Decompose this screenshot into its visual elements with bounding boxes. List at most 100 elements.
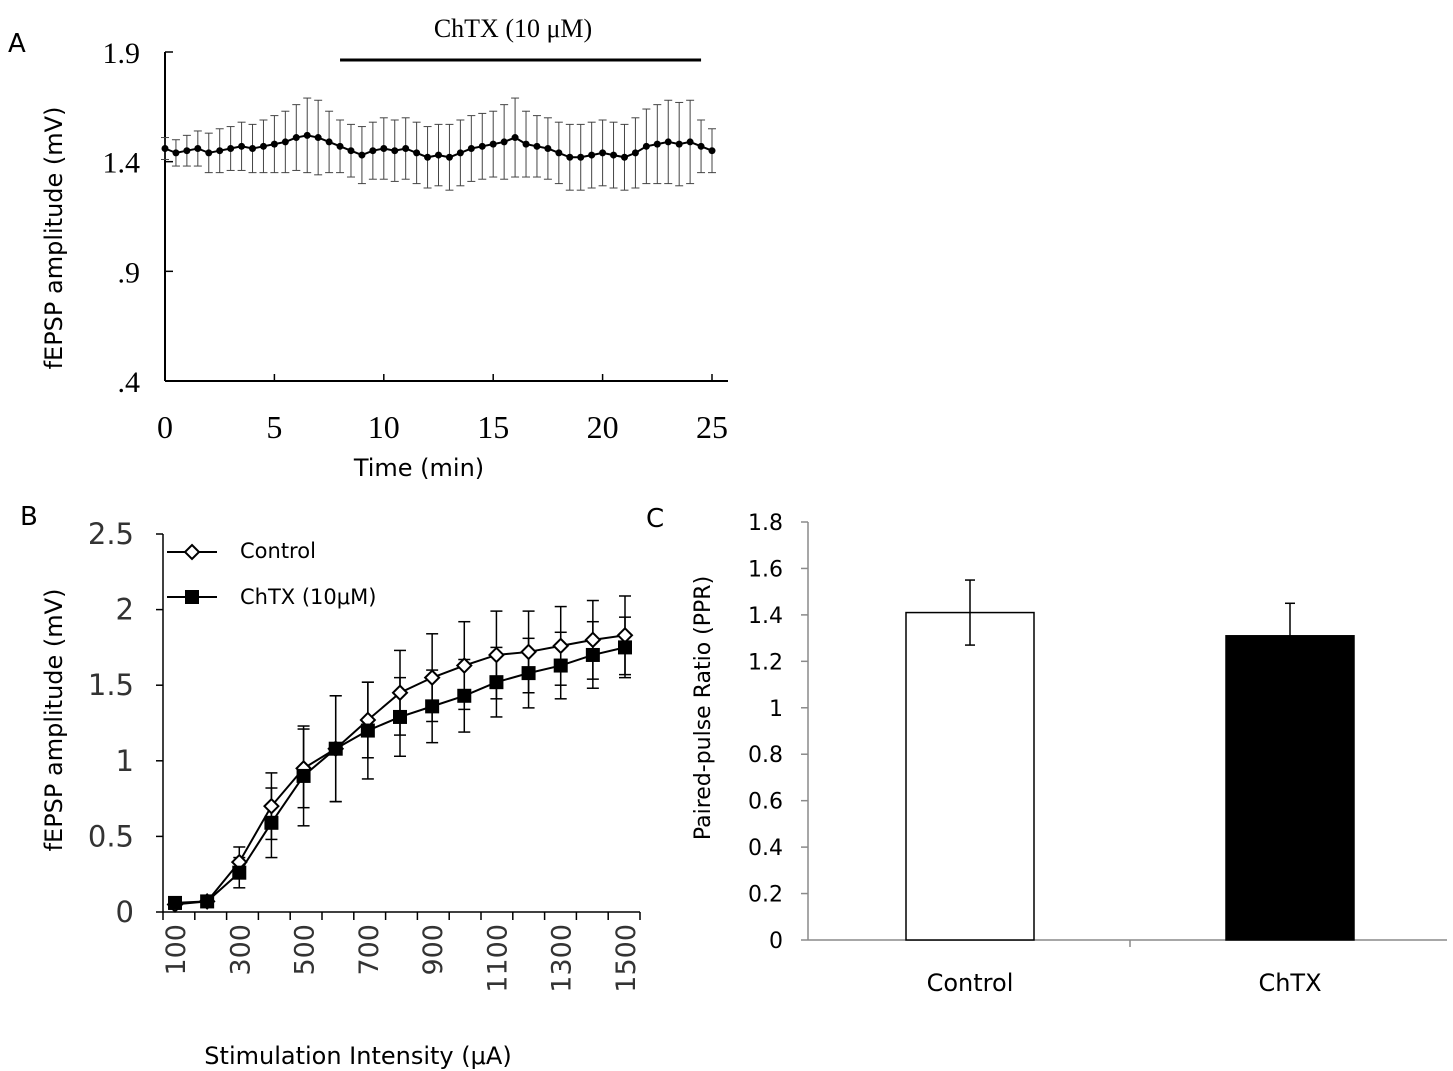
panel-a-y-axis-label: fEPSP amplitude (mV) (40, 107, 68, 370)
control-bar (905, 611, 1035, 941)
panel-b-x-tick-label: 900 (418, 924, 449, 976)
panel-a-data-point (161, 145, 169, 153)
legend-control-label: Control (240, 539, 316, 563)
panel-a-data-point (500, 138, 508, 146)
panel-b-x-axis-label: Stimulation Intensity (μA) (204, 1042, 511, 1070)
control-data-point (584, 631, 602, 649)
panel-c-category-label: ChTX (1258, 969, 1321, 997)
chtx-data-point (425, 699, 440, 714)
panel-a-x-tick-label: 10 (368, 409, 400, 445)
panel-b-y-tick-label: 1.5 (88, 668, 134, 702)
control-data-point (391, 684, 409, 702)
panel-a-data-point (380, 145, 388, 153)
panel-a-data-point (216, 147, 224, 155)
panel-a-data-point (347, 147, 355, 155)
panel-a-data-point (424, 153, 432, 161)
chtx-data-point (618, 640, 632, 655)
panel-a-data-point (620, 153, 628, 161)
panel-a-x-tick-label: 25 (696, 409, 728, 445)
chtx-data-point (328, 741, 343, 756)
panel-a-data-point (369, 147, 377, 155)
panel-b-x-tick-label: 1500 (611, 924, 642, 993)
panel-a-data-point (533, 142, 541, 150)
panel-a-data-point (522, 140, 530, 148)
panel-a-data-point (336, 142, 344, 150)
panel-b-y-tick-label: 2 (116, 593, 134, 627)
panel-c: C Paired-pulse Ratio (PPR) 0 0.2 0.4 0.6 0.8… (646, 504, 1447, 997)
panel-c-y-tick-label: 0.4 (748, 836, 783, 861)
panel-a-data-point (325, 138, 333, 146)
panel-a-data-point (697, 142, 705, 150)
panel-b-x-tick-label: 700 (354, 924, 385, 976)
panel-a-data-point (445, 153, 453, 161)
chtx-data-point (393, 709, 407, 724)
panel-b-y-tick-label: 0 (116, 895, 134, 929)
panel-a-data-point (478, 142, 486, 150)
panel-label-a: A (8, 29, 26, 59)
panel-c-y-tick-label: 1.8 (748, 511, 783, 536)
panel-c-category-label: Control (927, 969, 1014, 997)
panel-b-legend: Control ChTX (10μM) (167, 539, 376, 609)
chtx-data-point (553, 658, 568, 673)
panel-a-data-point (544, 145, 552, 153)
chtx-data-point (264, 815, 279, 830)
chtx-data-point (200, 894, 215, 909)
chtx-data-point (360, 723, 375, 738)
panel-a-x-tick-label: 20 (587, 409, 619, 445)
panel-a-data-point (435, 151, 442, 159)
panel-a-data-point (303, 131, 311, 139)
panel-b-x-tick-label: 500 (290, 924, 321, 976)
panel-a-data-point (686, 138, 694, 146)
chtx-data-point (296, 768, 311, 783)
panel-a-data-point (588, 151, 596, 159)
panel-a-data-point (555, 149, 563, 157)
panel-b-y-tick-label: 2.5 (88, 517, 134, 551)
panel-a-y-tick-label: .9 (118, 256, 141, 289)
panel-a-data-point (358, 151, 366, 159)
panel-c-y-tick-label: 1.2 (748, 650, 783, 675)
control-data-point (616, 626, 634, 644)
panel-b-y-tick-label: 1 (116, 744, 134, 778)
panel-b-x-tick-label: 1100 (482, 924, 513, 993)
panel-a-data-point (205, 149, 213, 157)
panel-a-data-point (653, 140, 661, 148)
panel-a-data-point (259, 142, 267, 150)
panel-b-x-tick-label: 100 (161, 924, 192, 976)
panel-c-y-tick-label: 0.2 (748, 883, 783, 908)
legend-chtx-label: ChTX (10μM) (240, 585, 376, 609)
panel-c-y-tick-label: 1.4 (748, 604, 783, 629)
chtx-data-point (457, 688, 472, 703)
panel-label-c: C (646, 504, 664, 534)
panel-a-data-point (610, 151, 618, 159)
chtx-data-point (232, 865, 247, 880)
panel-a-data-point (511, 134, 519, 142)
control-data-point (488, 646, 505, 664)
panel-a-data-point (467, 145, 475, 153)
panel-a-x-axis-label: Time (min) (353, 454, 484, 482)
control-data-point (552, 637, 570, 655)
panel-a-data-point (249, 145, 257, 153)
legend-control-marker (183, 543, 201, 561)
panel-c-y-tick-label: 0 (769, 929, 783, 954)
panel-a-data-point (227, 145, 235, 153)
panel-a: A fEPSP amplitude (mV) Time (min) ChTX (… (8, 14, 728, 482)
panel-a-data-point (402, 145, 410, 153)
chtx-data-point (585, 647, 600, 662)
panel-c-y-tick-label: 1 (769, 697, 783, 722)
panel-a-data-point (599, 149, 607, 157)
panel-a-data-point (566, 153, 574, 161)
panel-a-y-tick-label: 1.4 (103, 147, 141, 180)
chtx-data-point (489, 675, 504, 690)
chtx-application-label: ChTX (10 μM) (434, 14, 592, 43)
control-data-point (423, 669, 441, 687)
panel-a-data-point (489, 140, 497, 148)
panel-a-data-point (183, 147, 191, 155)
panel-a-data-point (391, 147, 399, 155)
panel-b-x-tick-label: 1300 (547, 924, 578, 993)
control-data-point (263, 797, 280, 815)
chtx-data-point (168, 895, 182, 910)
panel-a-x-tick-label: 15 (477, 409, 509, 445)
panel-label-b: B (20, 502, 38, 532)
panel-b-y-tick-label: 0.5 (88, 819, 134, 853)
